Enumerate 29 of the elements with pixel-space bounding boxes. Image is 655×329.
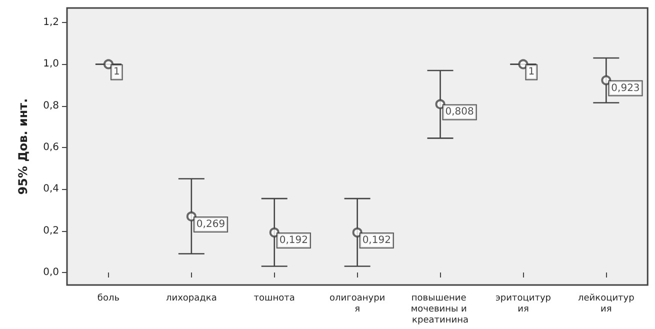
y-tick-label: 1,2 (43, 17, 59, 28)
y-tick-label: 1,0 (43, 58, 59, 70)
point (435, 99, 446, 110)
x-tick-label: лихорадка (166, 294, 217, 304)
y-tick-label: 0,6 (43, 142, 59, 154)
data-label: 1 (113, 66, 120, 78)
point (518, 59, 528, 70)
data-label: 1 (528, 66, 535, 78)
point (103, 59, 114, 70)
x-tick-label: повышение мочевины и креатинина (410, 294, 470, 326)
data-label: 0,269 (196, 218, 226, 230)
data-label: 0,923 (611, 82, 640, 94)
data-label: 0,192 (279, 235, 308, 246)
y-axis-title: 95% Дов. инт. (16, 98, 30, 195)
point (269, 228, 280, 238)
data-label: 0,808 (445, 106, 474, 118)
y-tick-label: 0,4 (43, 184, 59, 195)
x-tick-label: эритоцитурия (495, 294, 552, 314)
x-tick-label: тошнота (254, 294, 295, 304)
y-tick-label: 0,2 (43, 225, 59, 236)
point (186, 211, 196, 222)
y-tick-label: 0,8 (43, 100, 59, 112)
x-tick-label: боль (97, 294, 120, 304)
x-tick-label: олигоанурия (330, 294, 386, 314)
x-tick-label: лейкоцитурия (578, 294, 635, 314)
y-tick-label: 0,0 (43, 267, 59, 278)
data-label: 0,192 (362, 235, 391, 246)
point (601, 75, 612, 86)
point (352, 228, 362, 238)
